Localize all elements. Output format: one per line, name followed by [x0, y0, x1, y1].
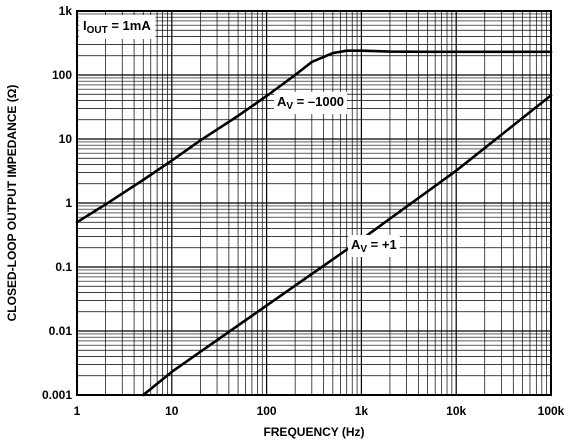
svg-text:IOUT = 1mA: IOUT = 1mA: [83, 18, 151, 36]
series-line-0: [75, 49, 553, 224]
x-axis-title: FREQUENCY (Hz): [263, 425, 364, 439]
y-tick-label: 0.001: [42, 388, 72, 402]
grid: [77, 11, 551, 395]
y-tick-label: 10: [59, 132, 73, 146]
plot-frame: [76, 10, 552, 396]
y-tick-label: 1: [65, 196, 72, 210]
series-line-1: [141, 94, 553, 397]
series-layer: [75, 49, 553, 397]
y-tick-label: 100: [52, 68, 72, 82]
x-tick-label: 1: [74, 404, 81, 418]
condition-sub: OUT: [87, 25, 108, 36]
x-tick-label: 10: [165, 404, 179, 418]
y-tick-label: 0.01: [49, 324, 73, 338]
x-tick-label: 100: [257, 404, 277, 418]
svg-text:AV = –1000: AV = –1000: [277, 94, 344, 112]
x-tick-label: 100k: [538, 404, 565, 418]
x-tick-label: 1k: [355, 404, 369, 418]
condition-annotation: IOUT = 1mA: [79, 15, 156, 39]
svg-text:AV = +1: AV = +1: [351, 237, 397, 255]
x-axis-ticks: 1 10 100 1k 10k 100k: [74, 404, 565, 418]
y-tick-label: 0.1: [55, 260, 72, 274]
y-tick-label: 1k: [59, 4, 73, 18]
condition-rest: = 1mA: [108, 18, 152, 33]
series-label-av-minus1000: AV = –1000: [274, 92, 348, 114]
x-tick-label: 10k: [446, 404, 466, 418]
series-label-av-plus1: AV = +1: [348, 235, 400, 257]
condition-main: I: [83, 18, 87, 33]
y-axis-ticks: 0.001 0.01 0.1 1 10 100 1k: [42, 4, 72, 402]
y-axis-title: CLOSED-LOOP OUTPUT IMPEDANCE (Ω): [5, 85, 19, 322]
